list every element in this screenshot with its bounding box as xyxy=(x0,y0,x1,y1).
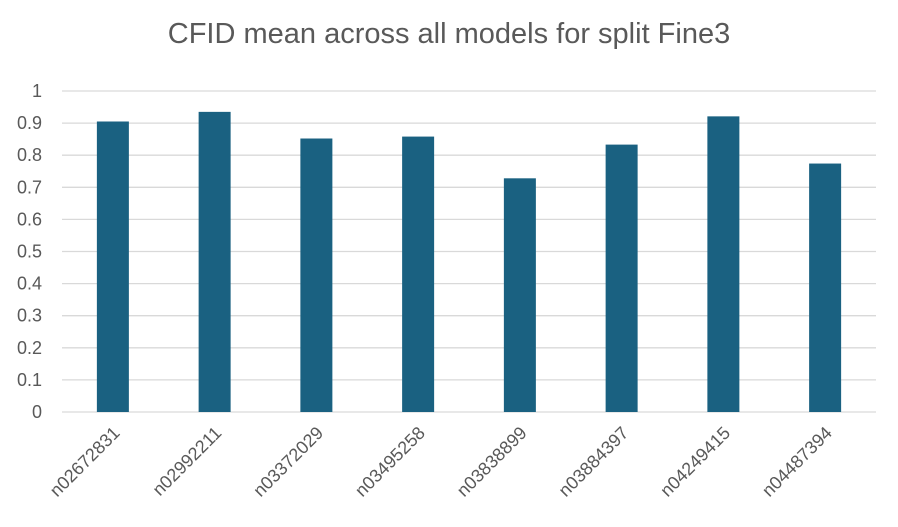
bar-n02992211 xyxy=(198,111,231,413)
bar-n03372029 xyxy=(300,138,333,412)
x-tick-label: n03884397 xyxy=(555,423,633,501)
y-tick-label: 0.8 xyxy=(17,145,42,165)
y-tick-label: 0.5 xyxy=(17,242,42,262)
x-tick-label: n02992211 xyxy=(149,423,226,500)
bar-n04249415 xyxy=(707,116,740,412)
y-tick-label: 0.2 xyxy=(17,338,42,358)
bar-n03495258 xyxy=(402,136,435,412)
y-tick-label: 0.6 xyxy=(17,209,42,229)
x-tick-label: n03838899 xyxy=(453,423,531,501)
y-tick-label: 0.4 xyxy=(17,274,42,294)
bar-n03884397 xyxy=(605,144,638,412)
y-tick-label: 0.3 xyxy=(17,306,42,326)
bar-n03838899 xyxy=(503,178,536,412)
y-tick-label: 0.7 xyxy=(17,177,42,197)
y-axis-tick-labels: 0 0.1 0.2 0.3 0.4 0.5 0.6 0.7 0.8 0.9 1 xyxy=(17,81,42,422)
y-tick-label: 1 xyxy=(32,81,42,101)
bar-n02672831 xyxy=(96,121,129,413)
x-tick-label: n02672831 xyxy=(46,423,124,501)
x-tick-label: n04249415 xyxy=(656,423,734,501)
gridlines xyxy=(62,90,876,413)
chart-title: CFID mean across all models for split Fi… xyxy=(167,18,731,50)
bar-n04487394 xyxy=(809,163,842,412)
y-tick-label: 0 xyxy=(32,402,42,422)
bars xyxy=(96,111,842,413)
x-tick-label: n03495258 xyxy=(351,423,429,501)
y-tick-label: 0.1 xyxy=(17,370,42,390)
x-tick-label: n03372029 xyxy=(249,423,327,501)
y-tick-label: 0.9 xyxy=(17,113,42,133)
x-axis-tick-labels: n02672831 n02992211 n03372029 n03495258 n038… xyxy=(46,423,836,501)
x-tick-label: n04487394 xyxy=(758,423,836,501)
